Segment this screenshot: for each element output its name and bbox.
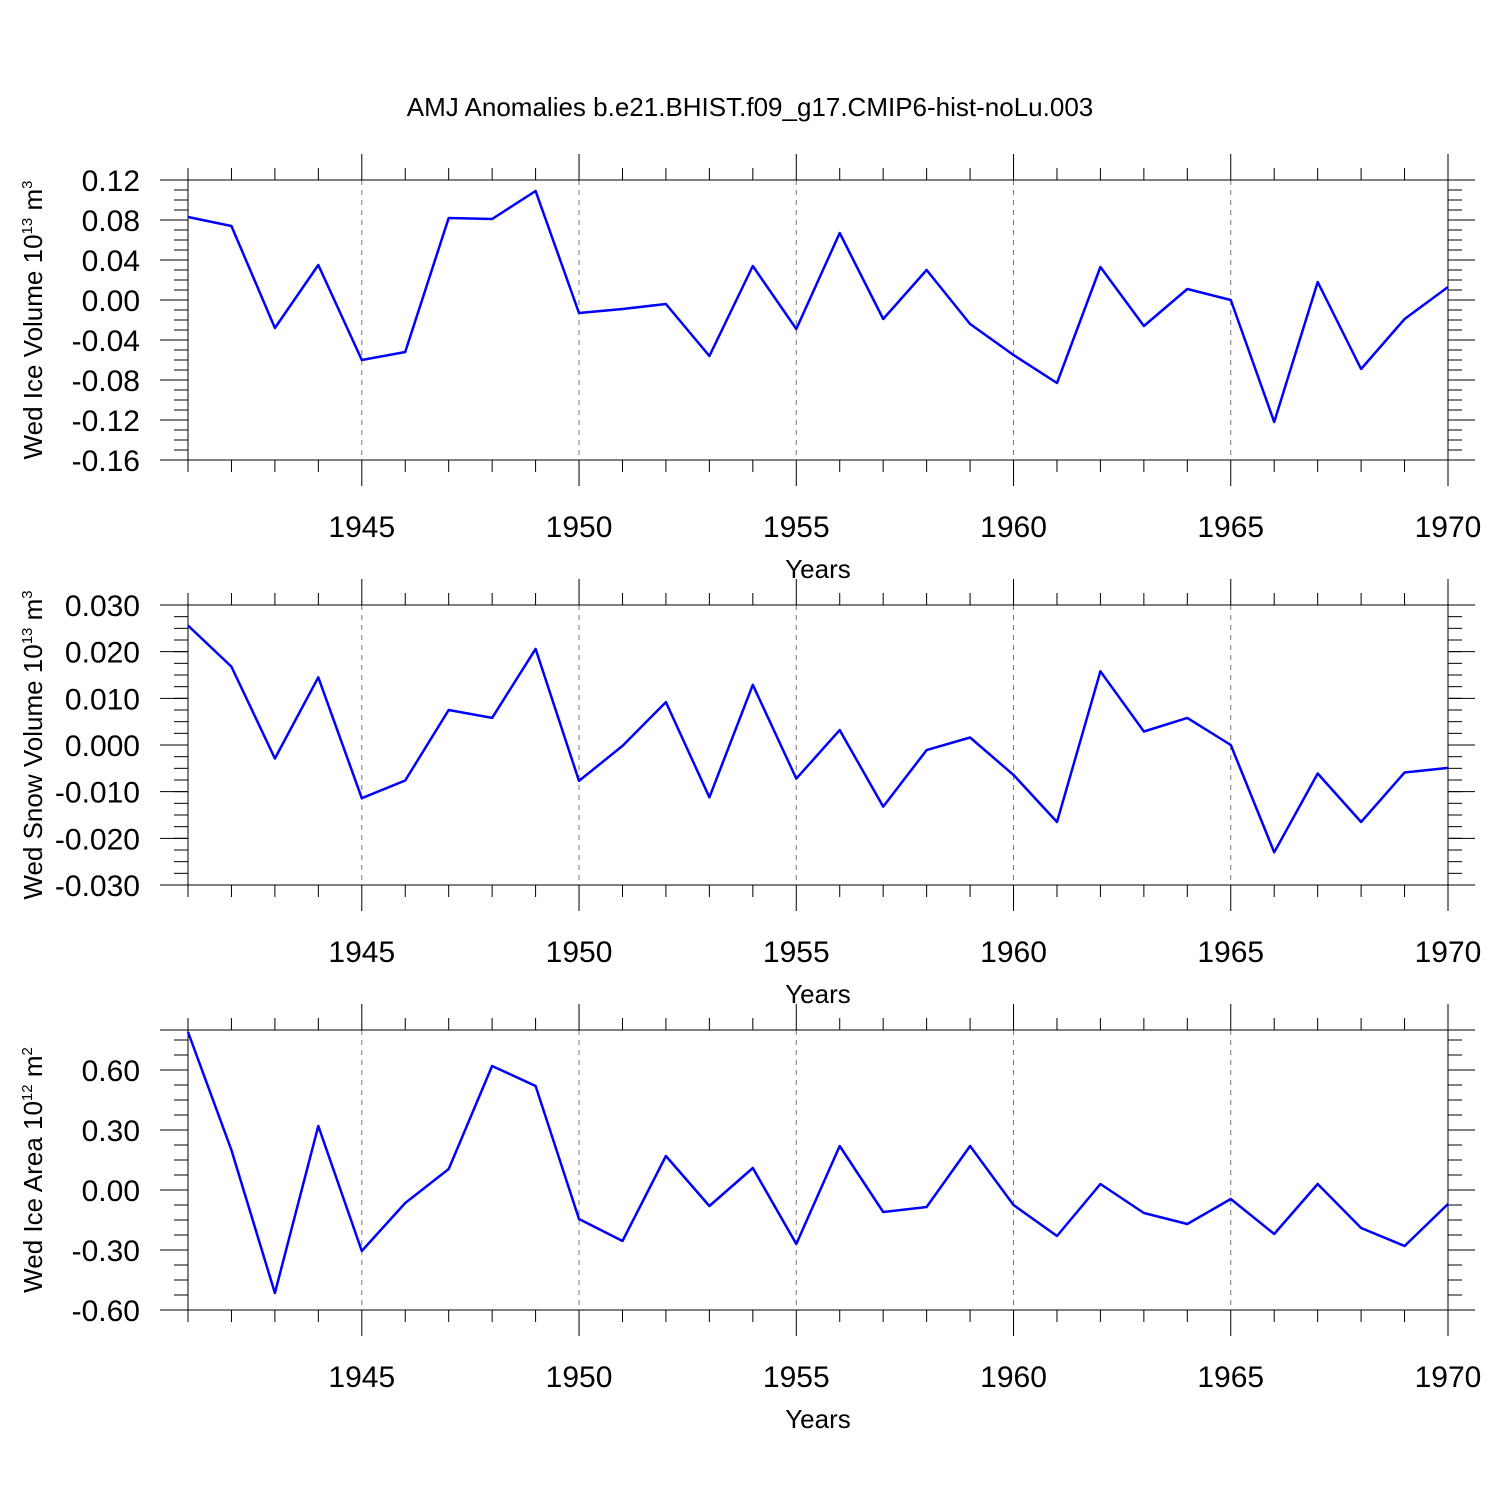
ice-area-ytick-label: -0.60 — [72, 1295, 140, 1328]
ice-volume-xtick-label: 1970 — [1415, 511, 1482, 544]
snow-volume-xtick-label: 1965 — [1197, 936, 1264, 969]
snow-volume-ytick-label: -0.020 — [55, 823, 140, 856]
ice-area-ylabel-unit: m — [18, 1056, 48, 1085]
ice-volume-ylabel-exp: 13 — [19, 218, 36, 235]
ice-area-ytick-label: 0.00 — [82, 1175, 140, 1208]
ice-area-xtick-label: 1945 — [328, 1361, 395, 1394]
snow-volume-ytick-label: -0.030 — [55, 870, 140, 903]
snow-volume-xtick-label: 1950 — [546, 936, 613, 969]
ice-volume-xtick-label: 1950 — [546, 511, 613, 544]
snow-volume-ytick-label: 0.000 — [65, 730, 140, 763]
snow-volume-ylabel-unit-exp: 3 — [19, 590, 36, 598]
snow-volume-ytick-label: -0.010 — [55, 777, 140, 810]
ice-volume-ylabel-main: Wed Ice Volume 10 — [18, 234, 48, 459]
snow-volume-xtick-label: 1970 — [1415, 936, 1482, 969]
snow-volume-xtick-label: 1955 — [763, 936, 830, 969]
ice-volume-ytick-label: 0.00 — [82, 285, 140, 318]
ice-volume-ytick-label: 0.04 — [82, 245, 140, 278]
snow-volume-xtick-label: 1945 — [328, 936, 395, 969]
ice-volume-xlabel: Years — [785, 554, 851, 584]
snow-volume-ytick-label: 0.020 — [65, 637, 140, 670]
chart-title: AMJ Anomalies b.e21.BHIST.f09_g17.CMIP6-… — [407, 92, 1094, 122]
ice-area-ytick-label: 0.60 — [82, 1055, 140, 1088]
ice-volume-xtick-label: 1965 — [1197, 511, 1264, 544]
ice-volume-series-line — [187, 189, 1449, 424]
ice-area-ylabel-main: Wed Ice Area 10 — [18, 1101, 48, 1293]
ice-area-xtick-label: 1955 — [763, 1361, 830, 1394]
ice-volume-xtick-label: 1960 — [980, 511, 1047, 544]
ice-area-xtick-label: 1960 — [980, 1361, 1047, 1394]
ice-volume-xtick-label: 1955 — [763, 511, 830, 544]
ice-area-xtick-label: 1950 — [546, 1361, 613, 1394]
ice-volume-ylabel-unit-exp: 3 — [19, 181, 36, 189]
snow-volume-ylabel-exp: 13 — [19, 628, 36, 645]
ice-area-series-line — [186, 1031, 1449, 1295]
snow-volume-ylabel-unit: m — [18, 599, 48, 628]
snow-volume-xlabel: Years — [785, 979, 851, 1009]
panels: 1945 1950 1955 1960 1965 1970 Years -0.16 -0.12 -… — [18, 154, 1481, 1434]
ice-area-ytick-label: -0.30 — [72, 1235, 140, 1268]
ice-volume-ylabel-unit: m — [18, 189, 48, 218]
snow-volume-ylabel-main: Wed Snow Volume 10 — [18, 644, 48, 899]
ice-area-xtick-label: 1965 — [1197, 1361, 1264, 1394]
ice-area-xlabel: Years — [785, 1404, 851, 1434]
snow-volume-series-line — [187, 624, 1449, 854]
snow-volume-panel: 1945 1950 1955 1960 1965 1970 Years -0.030 -0.02… — [18, 579, 1481, 1009]
snow-volume-ytick-label: 0.010 — [65, 683, 140, 716]
ice-volume-ylabel: Wed Ice Volume 1013 m3 — [18, 181, 48, 460]
snow-volume-ylabel: Wed Snow Volume 1013 m3 — [18, 590, 48, 899]
ice-area-ylabel-unit-exp: 2 — [19, 1047, 36, 1055]
snow-volume-xtick-label: 1960 — [980, 936, 1047, 969]
ice-volume-ytick-label: 0.08 — [82, 205, 140, 238]
ice-area-xtick-label: 1970 — [1415, 1361, 1482, 1394]
ice-volume-ytick-label: -0.08 — [72, 365, 140, 398]
ice-area-ylabel-exp: 12 — [19, 1084, 36, 1101]
ice-volume-ytick-label: 0.12 — [82, 165, 140, 198]
ice-volume-ytick-label: -0.12 — [72, 405, 140, 438]
ice-area-ytick-label: 0.30 — [82, 1115, 140, 1148]
ice-volume-ytick-label: -0.04 — [72, 325, 140, 358]
ice-area-panel: 1945 1950 1955 1960 1965 1970 Years -0.60 -0.30 0… — [18, 1004, 1481, 1434]
ice-area-ylabel: Wed Ice Area 1012 m2 — [18, 1047, 48, 1293]
snow-volume-ytick-label: 0.030 — [65, 590, 140, 623]
ice-volume-ytick-label: -0.16 — [72, 445, 140, 478]
ice-volume-panel: 1945 1950 1955 1960 1965 1970 Years -0.16 -0.12 -… — [18, 154, 1481, 584]
ice-volume-xtick-label: 1945 — [328, 511, 395, 544]
